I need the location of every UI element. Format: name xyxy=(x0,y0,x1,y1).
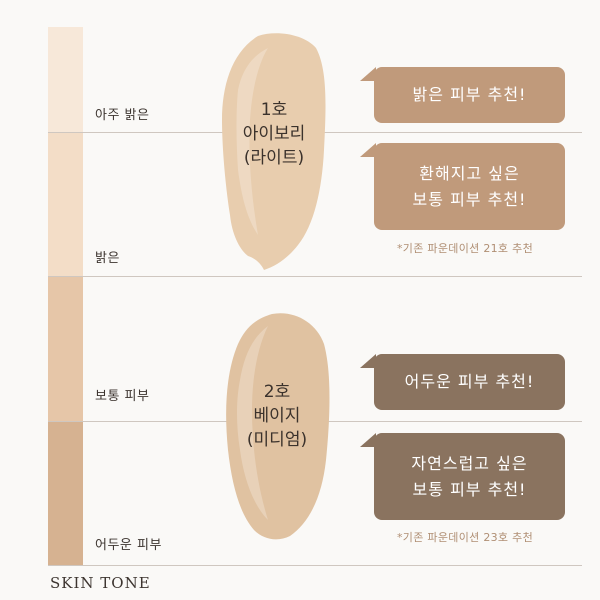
swatch-beige: 2호 베이지 (미디엄) xyxy=(222,310,332,542)
skin-tone-caption: SKIN TONE xyxy=(50,574,151,592)
bubble-line: 밝은 피부 추천! xyxy=(412,85,527,104)
swatch-name: 아이보리 xyxy=(242,124,306,144)
recommendation-bubble: 환해지고 싶은 보통 피부 추천! xyxy=(360,143,565,230)
divider-line xyxy=(48,565,582,566)
bubble-line: 보통 피부 추천! xyxy=(412,479,527,499)
swatch-ivory: 1호 아이보리 (라이트) xyxy=(218,30,330,270)
swatch-number: 1호 xyxy=(260,100,288,120)
bubble-line: 환해지고 싶은 xyxy=(419,163,520,183)
swatch-number: 2호 xyxy=(263,382,291,402)
tone-bar-very-light xyxy=(48,27,83,132)
divider-line xyxy=(48,276,582,277)
recommendation-bubble: 밝은 피부 추천! xyxy=(360,67,565,123)
tone-label-dark: 어두운 피부 xyxy=(95,538,162,553)
swatch-smear-image xyxy=(222,33,326,270)
swatch-shade: (미디엄) xyxy=(246,430,308,450)
swatch-name: 베이지 xyxy=(253,406,301,426)
tone-bar-normal xyxy=(48,276,83,421)
tone-bar-light xyxy=(48,132,83,276)
bubble-line: 자연스럽고 싶은 xyxy=(411,453,528,473)
tone-label-light: 밝은 xyxy=(95,251,120,266)
swatch-smear-image xyxy=(226,313,330,540)
bubble-line: 어두운 피부 추천! xyxy=(404,372,535,391)
swatch-shade: (라이트) xyxy=(243,148,305,168)
bubble-line: 보통 피부 추천! xyxy=(412,189,527,209)
tone-bar-dark xyxy=(48,421,83,565)
foundation-note: *기존 파운데이션 23호 추천 xyxy=(397,531,533,544)
recommendation-bubble: 어두운 피부 추천! xyxy=(360,354,565,410)
foundation-note: *기존 파운데이션 21호 추천 xyxy=(397,242,533,255)
recommendation-bubble: 자연스럽고 싶은 보통 피부 추천! xyxy=(360,433,565,520)
tone-label-very-light: 아주 밝은 xyxy=(95,108,150,123)
tone-label-normal: 보통 피부 xyxy=(95,389,150,404)
